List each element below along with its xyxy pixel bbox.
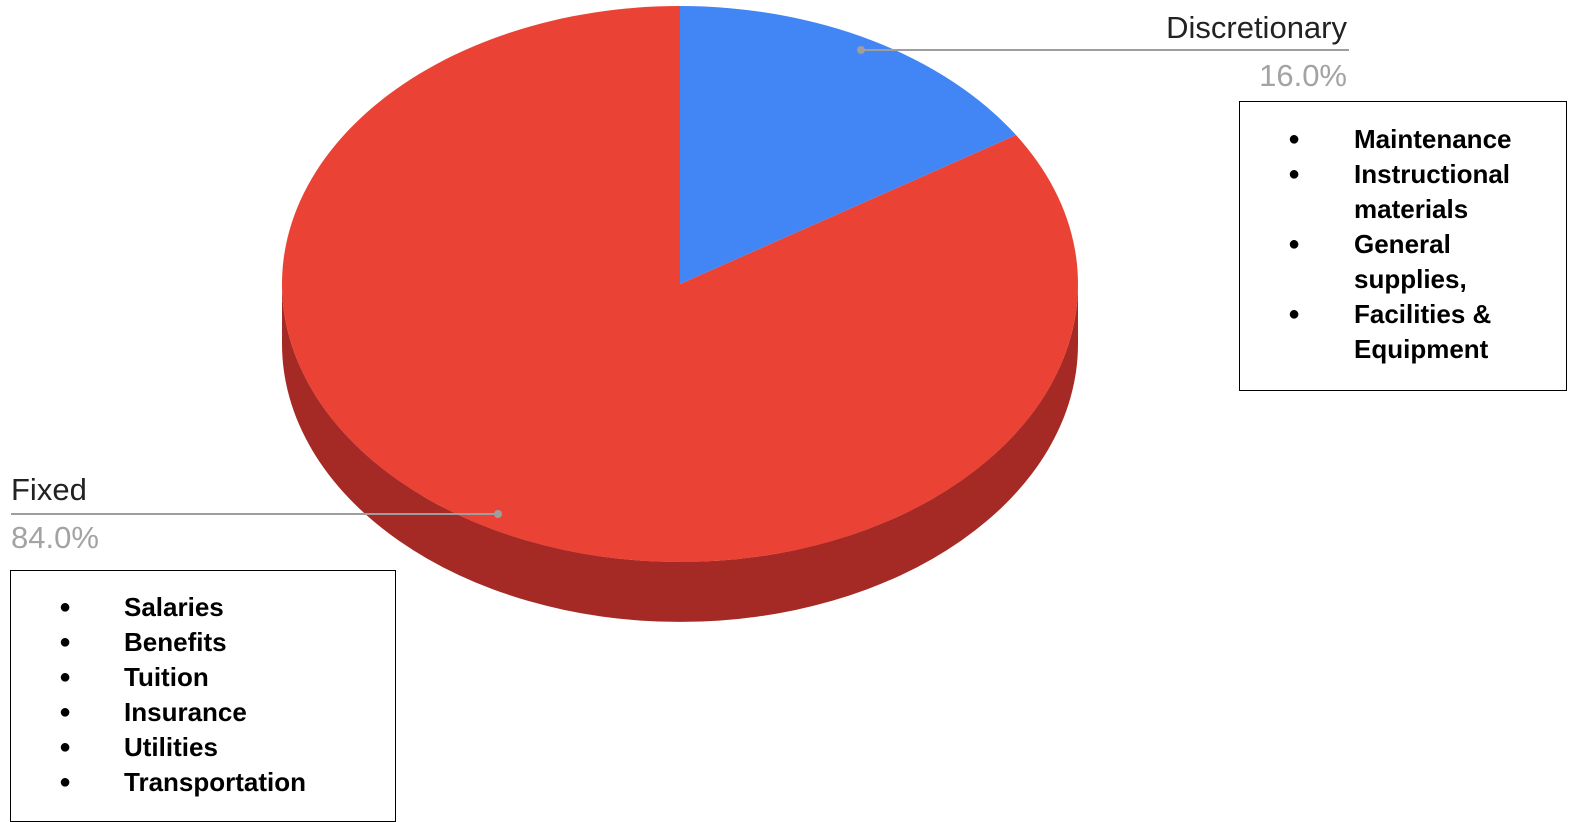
discretionary-item: ● Instructional materials — [1240, 157, 1544, 227]
leader-dot-discretionary — [857, 46, 865, 54]
bullet-icon: ● — [59, 631, 72, 653]
pie-side-fixed — [282, 284, 1078, 622]
bullet-icon: ● — [1288, 233, 1301, 255]
discretionary-items-box: ● Maintenance ● Instructional materials ● Gen… — [1239, 101, 1567, 391]
bullet-icon: ● — [59, 771, 72, 793]
fixed-item-text: Benefits — [124, 627, 227, 657]
fixed-item: ● Salaries — [11, 590, 374, 625]
fixed-item-text: Insurance — [124, 697, 247, 727]
slice-percent-discretionary: 16.0% — [1259, 58, 1347, 93]
discretionary-item: ● Facilities & Equipment — [1240, 297, 1544, 367]
fixed-item: ● Benefits — [11, 625, 374, 660]
discretionary-item: ● General supplies, — [1240, 227, 1544, 297]
fixed-item-text: Transportation — [124, 767, 307, 797]
bullet-icon: ● — [1288, 163, 1301, 185]
slice-percent-fixed: 84.0% — [11, 520, 99, 555]
bullet-icon: ● — [1288, 128, 1301, 150]
bullet-icon: ● — [1288, 303, 1301, 325]
fixed-items-list: ● Salaries ● Benefits ● Tuition ● Insurance ● Uti… — [11, 590, 395, 800]
discretionary-items-list: ● Maintenance ● Instructional materials ● Gen… — [1240, 122, 1566, 367]
discretionary-item-text: Instructional materials — [1354, 159, 1511, 224]
pie-slice-fixed — [281, 6, 1078, 563]
bullet-icon: ● — [59, 596, 72, 618]
fixed-item-text: Utilities — [124, 732, 218, 762]
discretionary-item-text: Facilities & Equipment — [1354, 299, 1492, 364]
bullet-icon: ● — [59, 701, 72, 723]
fixed-items-box: ● Salaries ● Benefits ● Tuition ● Insurance ● Uti… — [10, 570, 396, 822]
leader-dot-fixed — [494, 510, 502, 518]
slice-label-fixed: Fixed — [11, 472, 87, 507]
slice-label-discretionary: Discretionary — [1166, 10, 1347, 45]
fixed-item: ● Insurance — [11, 695, 374, 730]
bullet-icon: ● — [59, 666, 72, 688]
discretionary-item-text: General supplies, — [1354, 229, 1467, 294]
pie-slice-discretionary — [680, 6, 1016, 284]
discretionary-item: ● Maintenance — [1240, 122, 1544, 157]
fixed-item: ● Utilities — [11, 730, 374, 765]
fixed-item: ● Tuition — [11, 660, 374, 695]
fixed-item: ● Transportation — [11, 765, 374, 800]
discretionary-item-text: Maintenance — [1354, 124, 1512, 154]
fixed-item-text: Salaries — [124, 592, 224, 622]
bullet-icon: ● — [59, 736, 72, 758]
fixed-item-text: Tuition — [124, 662, 209, 692]
